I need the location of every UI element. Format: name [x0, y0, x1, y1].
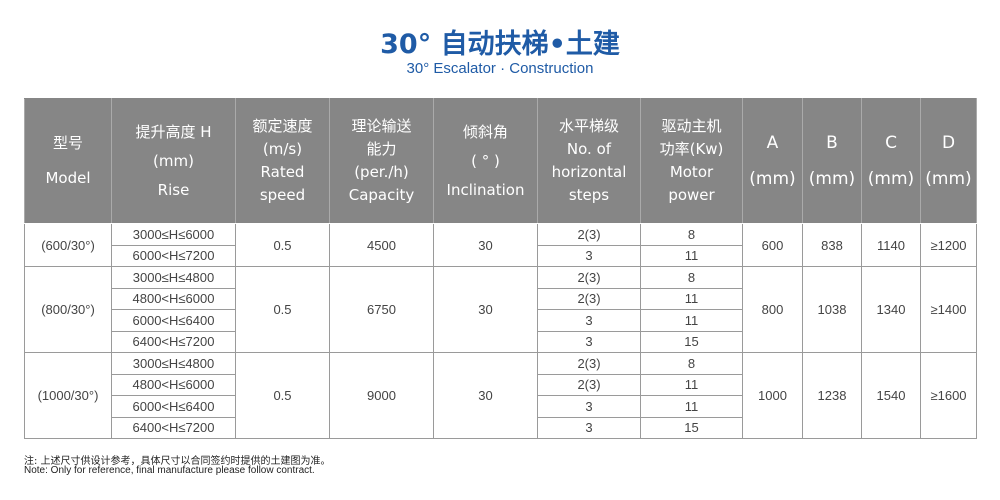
capacity-cell: 6750 — [329, 266, 434, 353]
inclination-cell: 30 — [433, 352, 538, 439]
power-cell: 11 — [640, 287, 743, 310]
steps-cell: 2(3) — [537, 266, 641, 289]
power-cell: 8 — [640, 266, 743, 289]
page-title: 30° 自动扶梯•土建 — [380, 29, 620, 60]
rise-cell: 3000≤H≤4800 — [111, 352, 236, 375]
header-d: D (mm) — [920, 98, 977, 224]
a-cell: 600 — [742, 223, 803, 267]
inclination-cell: 30 — [433, 266, 538, 353]
rise-cell: 6400<H≤7200 — [111, 416, 236, 439]
header-a: A (mm) — [742, 98, 803, 224]
steps-cell: 2(3) — [537, 287, 641, 310]
header-c: C (mm) — [861, 98, 921, 224]
steps-cell: 2(3) — [537, 373, 641, 396]
table-row: 6000<H≤6400 3 11 — [25, 309, 977, 332]
rise-cell: 4800<H≤6000 — [111, 287, 236, 310]
steps-cell: 2(3) — [537, 352, 641, 375]
rise-cell: 3000≤H≤4800 — [111, 266, 236, 289]
steps-cell: 3 — [537, 395, 641, 418]
power-cell: 8 — [640, 352, 743, 375]
power-cell: 15 — [640, 330, 743, 353]
table-row: 6000<H≤7200 3 11 — [25, 244, 977, 267]
header-steps: 水平梯级 No. of horizontal steps — [537, 98, 641, 224]
steps-cell: 3 — [537, 244, 641, 267]
b-cell: 1038 — [802, 266, 862, 353]
model-cell: (800/30°) — [24, 266, 112, 353]
steps-cell: 3 — [537, 309, 641, 332]
b-cell: 838 — [802, 223, 862, 267]
power-cell: 8 — [640, 223, 743, 246]
page-subtitle: 30° Escalator · Construction — [406, 60, 594, 77]
power-cell: 11 — [640, 309, 743, 332]
spec-table: 型号 Model 提升高度 H (mm) Rise 额定速度 (m/s) Rat… — [24, 98, 977, 439]
steps-cell: 3 — [537, 330, 641, 353]
table-row: (1000/30°) 3000≤H≤4800 0.5 9000 30 2(3) … — [24, 352, 977, 439]
speed-cell: 0.5 — [235, 223, 330, 267]
power-cell: 15 — [640, 416, 743, 439]
power-cell: 11 — [640, 244, 743, 267]
rise-cell: 6000<H≤7200 — [111, 244, 236, 267]
rise-cell: 4800<H≤6000 — [111, 373, 236, 396]
b-cell: 1238 — [802, 352, 862, 439]
capacity-cell: 4500 — [329, 223, 434, 267]
c-cell: 1340 — [861, 266, 921, 353]
a-cell: 1000 — [742, 352, 803, 439]
header-capacity: 理论输送 能力 (per./h) Capacity — [329, 98, 434, 224]
power-cell: 11 — [640, 373, 743, 396]
table-header-row: 型号 Model 提升高度 H (mm) Rise 额定速度 (m/s) Rat… — [24, 98, 977, 224]
note-chinese: 注: 上述尺寸供设计参考，具体尺寸以合同签约时提供的土建图为准。 — [24, 456, 331, 467]
note-english: Note: Only for reference, final manufact… — [24, 465, 315, 476]
rise-cell: 6400<H≤7200 — [111, 330, 236, 353]
c-cell: 1140 — [861, 223, 921, 267]
rise-cell: 6000<H≤6400 — [111, 309, 236, 332]
header-inclination: 倾斜角 ( ° ) Inclination — [433, 98, 538, 224]
c-cell: 1540 — [861, 352, 921, 439]
table-row: 4800<H≤6000 2(3) 11 — [25, 373, 977, 396]
header-b: B (mm) — [802, 98, 862, 224]
capacity-cell: 9000 — [329, 352, 434, 439]
header-model: 型号 Model — [24, 98, 112, 224]
steps-cell: 3 — [537, 416, 641, 439]
steps-cell: 2(3) — [537, 223, 641, 246]
d-cell: ≥1600 — [920, 352, 977, 439]
table-row: 6000<H≤6400 3 11 — [25, 395, 977, 418]
table-row: (800/30°) 3000≤H≤4800 0.5 6750 30 2(3) 8… — [24, 266, 977, 353]
model-cell: (1000/30°) — [24, 352, 112, 439]
header-rise: 提升高度 H (mm) Rise — [111, 98, 236, 224]
table-row: (600/30°) 3000≤H≤6000 0.5 4500 30 2(3) 8… — [24, 223, 977, 267]
d-cell: ≥1200 — [920, 223, 977, 267]
d-cell: ≥1400 — [920, 266, 977, 353]
rise-cell: 6000<H≤6400 — [111, 395, 236, 418]
speed-cell: 0.5 — [235, 266, 330, 353]
header-power: 驱动主机 功率(Kw) Motor power — [640, 98, 743, 224]
power-cell: 11 — [640, 395, 743, 418]
model-cell: (600/30°) — [24, 223, 112, 267]
header-speed: 额定速度 (m/s) Rated speed — [235, 98, 330, 224]
table-row: 6400<H≤7200 3 15 — [25, 416, 977, 439]
speed-cell: 0.5 — [235, 352, 330, 439]
a-cell: 800 — [742, 266, 803, 353]
rise-cell: 3000≤H≤6000 — [111, 223, 236, 246]
inclination-cell: 30 — [433, 223, 538, 267]
